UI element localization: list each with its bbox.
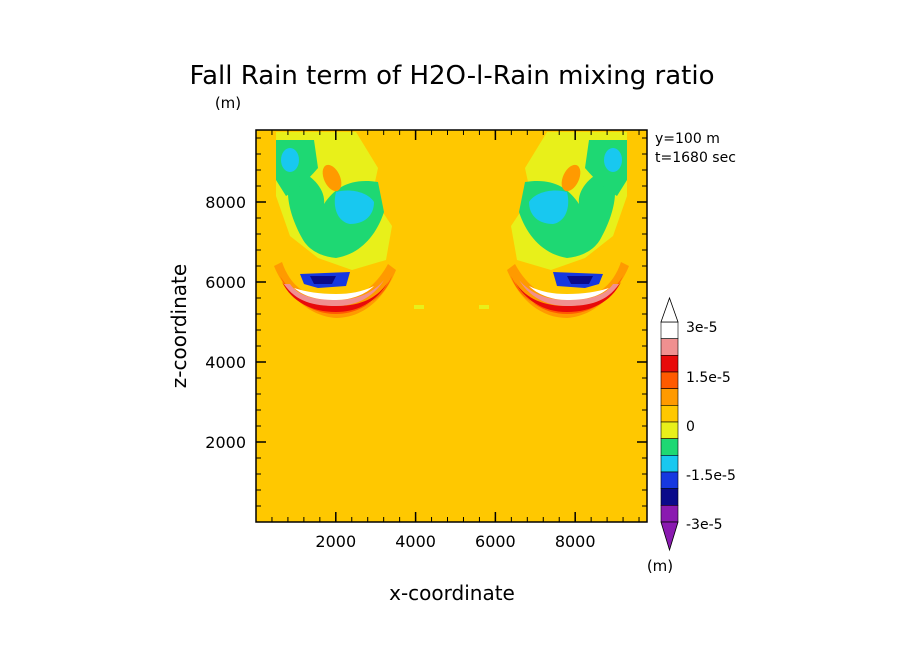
- annotation-y-position: y=100 m: [655, 131, 720, 147]
- right-contour-group: [479, 132, 629, 318]
- x-tick-label: 6000: [475, 532, 516, 551]
- pink-arc: [284, 280, 384, 306]
- y-tick-label: 6000: [205, 273, 246, 292]
- white-core: [529, 286, 609, 300]
- colorbar-swatch: [660, 471, 679, 489]
- x-tick-label: 2000: [315, 532, 356, 551]
- chart-title: Fall Rain term of H2O-l-Rain mixing rati…: [190, 61, 715, 91]
- y-unit-label: (m): [215, 94, 241, 112]
- small-patch: [479, 305, 489, 309]
- contour-fields: [274, 132, 629, 318]
- colorbar-tick-label: -1.5e-5: [686, 468, 736, 484]
- colorbar-swatch: [660, 338, 679, 356]
- colorbar-swatch: [660, 321, 679, 339]
- orange-streak: [561, 164, 581, 192]
- colorbar-swatch: [660, 488, 679, 506]
- x-tick-label: 8000: [555, 532, 596, 551]
- colorbar-swatch: [660, 438, 679, 456]
- red-arc: [282, 282, 388, 312]
- colorbar-swatch: [660, 355, 679, 373]
- orange-streak: [322, 164, 342, 192]
- small-patch: [414, 305, 424, 309]
- colorbar-swatch: [660, 405, 679, 423]
- green-region: [287, 170, 384, 258]
- pink-arc: [519, 280, 619, 306]
- colorbar-unit-label: (m): [647, 557, 673, 575]
- white-core: [294, 286, 374, 300]
- x-tick-label: 4000: [395, 532, 436, 551]
- green-region: [519, 170, 616, 258]
- colorbar-tick-label: 0: [686, 419, 695, 435]
- cyan-core: [334, 190, 374, 224]
- plot-area: 2000 4000 6000 8000 2000 4000 6000 8000: [205, 129, 648, 551]
- left-contour-group: [274, 132, 424, 318]
- colorbar-upper-triangle: [660, 296, 679, 323]
- colorbar-lower-triangle: [660, 521, 679, 552]
- cyan-core: [529, 190, 569, 224]
- y-axis-label: z-coordinate: [167, 264, 191, 388]
- colorbar: 3e-5 1.5e-5 0 -1.5e-5 -3e-5: [660, 296, 736, 552]
- colorbar-swatch: [660, 455, 679, 473]
- y-tick-label: 8000: [205, 193, 246, 212]
- red-arc: [515, 282, 621, 312]
- annotation-time: t=1680 sec: [655, 150, 736, 166]
- x-axis-label: x-coordinate: [389, 581, 515, 605]
- colorbar-tick-label: 1.5e-5: [686, 370, 731, 386]
- cyan-spot-corner: [604, 148, 622, 172]
- colorbar-swatch: [660, 388, 679, 406]
- plot-frame: [255, 129, 648, 523]
- navy-trough: [567, 276, 593, 284]
- cyan-spot-corner: [281, 148, 299, 172]
- colorbar-swatch: [660, 371, 679, 389]
- colorbar-tick-label: 3e-5: [686, 320, 717, 336]
- y-tick-label: 2000: [205, 433, 246, 452]
- axis-ticks: 2000 4000 6000 8000 2000 4000 6000 8000: [205, 130, 647, 551]
- colorbar-swatch: [660, 421, 679, 439]
- colorbar-tick-label: -3e-5: [686, 517, 723, 533]
- y-tick-label: 4000: [205, 353, 246, 372]
- navy-trough: [310, 276, 336, 284]
- colorbar-swatch: [660, 505, 679, 523]
